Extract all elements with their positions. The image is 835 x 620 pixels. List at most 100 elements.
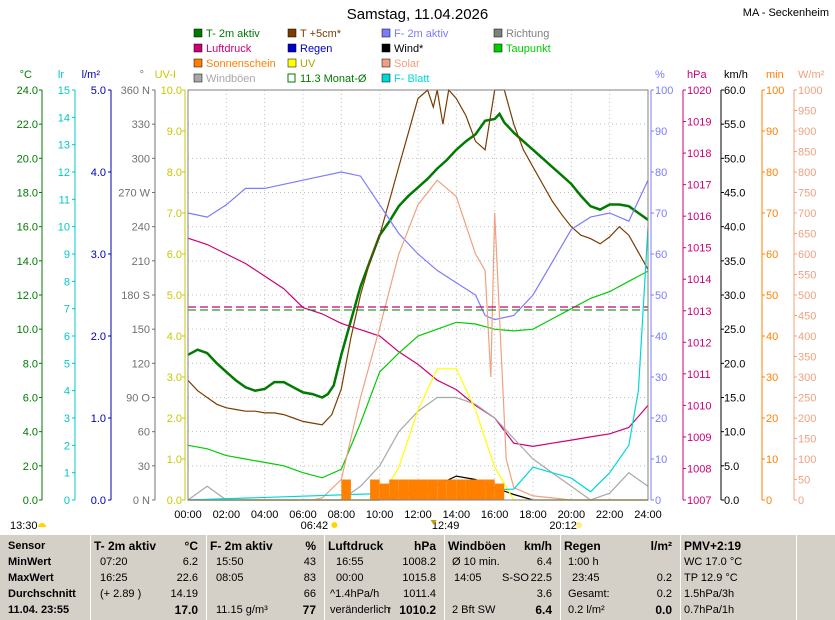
humid-title: F- 2m aktiv [210,539,273,553]
rain-total-value: 0.2 [656,588,672,600]
right-axis-tick-label: 650 [798,229,816,241]
pressure-trend-value: 1011.4 [403,588,436,600]
left-axis-tick-label: 20.0 [17,153,38,165]
left-axis-tick-label: 6.0 [167,249,182,261]
right-axis-tick-label: 100 [766,85,784,97]
left-axis-tick-label: 6.0 [23,393,38,405]
left-axis-tick-label: 150 [132,324,150,336]
right-axis-tick-label: 5.0 [724,461,739,473]
series-line [187,270,649,479]
left-axis-unit: l/m² [82,69,101,81]
humid-avg-value: 66 [303,588,316,600]
temp-title: T- 2m aktiv [94,539,157,553]
right-axis-tick-label: 10 [766,454,778,466]
temp-max-time: 16:25 [100,572,128,584]
left-axis-tick-label: 12 [58,167,70,179]
humid-unit: % [305,539,316,553]
left-axis-tick-label: 7.0 [167,208,182,220]
left-axis-tick-label: 60 [138,427,150,439]
right-axis-unit: % [655,69,665,81]
sunshine-bar [456,479,466,500]
pmv-trend-3h: 1.5hPa/3h [684,588,735,600]
legend-label: Sonnenschein [206,58,276,70]
left-axis-tick-label: 2.0 [23,461,38,473]
time-tick-label: 00:00 [174,509,202,521]
sunshine-bar [446,479,457,500]
right-axis-tick-label: 80 [655,167,667,179]
rain-total-label: Gesamt: [568,588,610,600]
moon-icon [38,523,46,527]
sunshine-bar [370,479,380,500]
pmv-trend-1h: 0.7hPa/1h [684,604,735,616]
right-axis-tick-label: 300 [798,372,816,384]
left-axis-tick-label: 2 [64,440,70,452]
solar-noon-marker [430,520,437,525]
sunshine-bar [418,479,428,500]
left-axis-tick-label: 90 O [126,393,150,405]
left-axis-tick-label: 330 [132,119,150,131]
right-axis-tick-label: 90 [766,126,778,138]
statistics-panel: Sensor MinWert MaxWert Durchschnitt 11.0… [0,535,835,620]
legend-label: F- Blatt [394,73,429,85]
left-axis-tick-label: 8.0 [23,358,38,370]
left-axis-tick-label: 14.0 [17,256,38,268]
pressure-max-value: 1015.8 [402,572,436,584]
time-tick-label: 12:00 [404,509,432,521]
sunshine-bar [408,479,418,500]
pressure-current: 1010.2 [399,603,436,617]
left-axis-tick-label: 1 [64,468,70,480]
stats-rain: Regen l/m² 1:00 h 23:45 0.2 Gesamt: 0.2 0.2… [564,535,676,620]
legend-swatch [381,28,391,38]
left-axis-tick-label: 22.0 [17,119,38,131]
right-axis-tick-label: 1016 [687,211,711,223]
stats-temperature: T- 2m aktiv °C 07:20 6.2 16:25 22.6 (+ 2.89… [94,535,202,620]
left-axis-tick-label: 24.0 [17,85,38,97]
right-axis-tick-label: 20 [655,413,667,425]
time-tick-label: 04:00 [251,509,279,521]
right-axis-tick-label: 450 [798,311,816,323]
legend-label: Luftdruck [206,43,252,55]
right-axis-unit: min [766,69,784,81]
left-axis-unit: UV-I [155,69,176,81]
rain-hour-label: 1:00 h [568,556,599,568]
wind-avg-label: Ø 10 min. [452,556,500,568]
right-axis-tick-label: 30.0 [724,290,745,302]
sunshine-bar [485,479,495,500]
right-axis-tick-label: 50 [655,290,667,302]
right-axis-tick-label: 100 [655,85,673,97]
wind-max-value: 22.5 [530,572,552,584]
left-axis-tick-label: 3.0 [167,372,182,384]
right-axis-tick-label: 20.0 [724,358,745,370]
left-axis-tick-label: 1.0 [167,454,182,466]
right-axis-tick-label: 40 [655,331,667,343]
right-axis-tick-label: 1009 [687,432,711,444]
legend-label: UV [300,58,316,70]
right-axis-tick-label: 90 [655,126,667,138]
left-axis-tick-label: 2.0 [91,331,106,343]
legend-label: F- 2m aktiv [394,28,449,40]
left-axis-unit: lr [58,69,64,81]
right-axis-tick-label: 1012 [687,337,711,349]
right-axis-tick-label: 55.0 [724,119,745,131]
legend-swatch [287,28,297,38]
right-axis-tick-label: 1015 [687,243,711,255]
sunshine-bar [465,479,476,500]
right-axis-tick-label: 1018 [687,148,711,160]
station-name: MA - Seckenheim [742,7,829,19]
right-axis-tick-label: 15.0 [724,393,745,405]
left-axis-tick-label: 0 N [133,495,150,507]
time-tick-label: 08:00 [328,509,356,521]
wind-max-direction: S-SO [502,572,529,584]
legend-swatch [193,73,203,83]
right-axis-tick-label: 350 [798,352,816,364]
legend-swatch [193,28,203,38]
label-sensor: Sensor [8,540,46,552]
rain-rate: 0.2 l/m² [568,604,605,616]
left-axis-tick-label: 4.0 [91,167,106,179]
wind-beaufort: 2 Bft SW [452,604,496,616]
legend-swatch [287,58,297,68]
time-tick-label: 18:00 [519,509,547,521]
legend-swatch [381,43,391,53]
left-axis-tick-label: 270 W [118,188,150,200]
temp-unit: °C [184,539,198,553]
